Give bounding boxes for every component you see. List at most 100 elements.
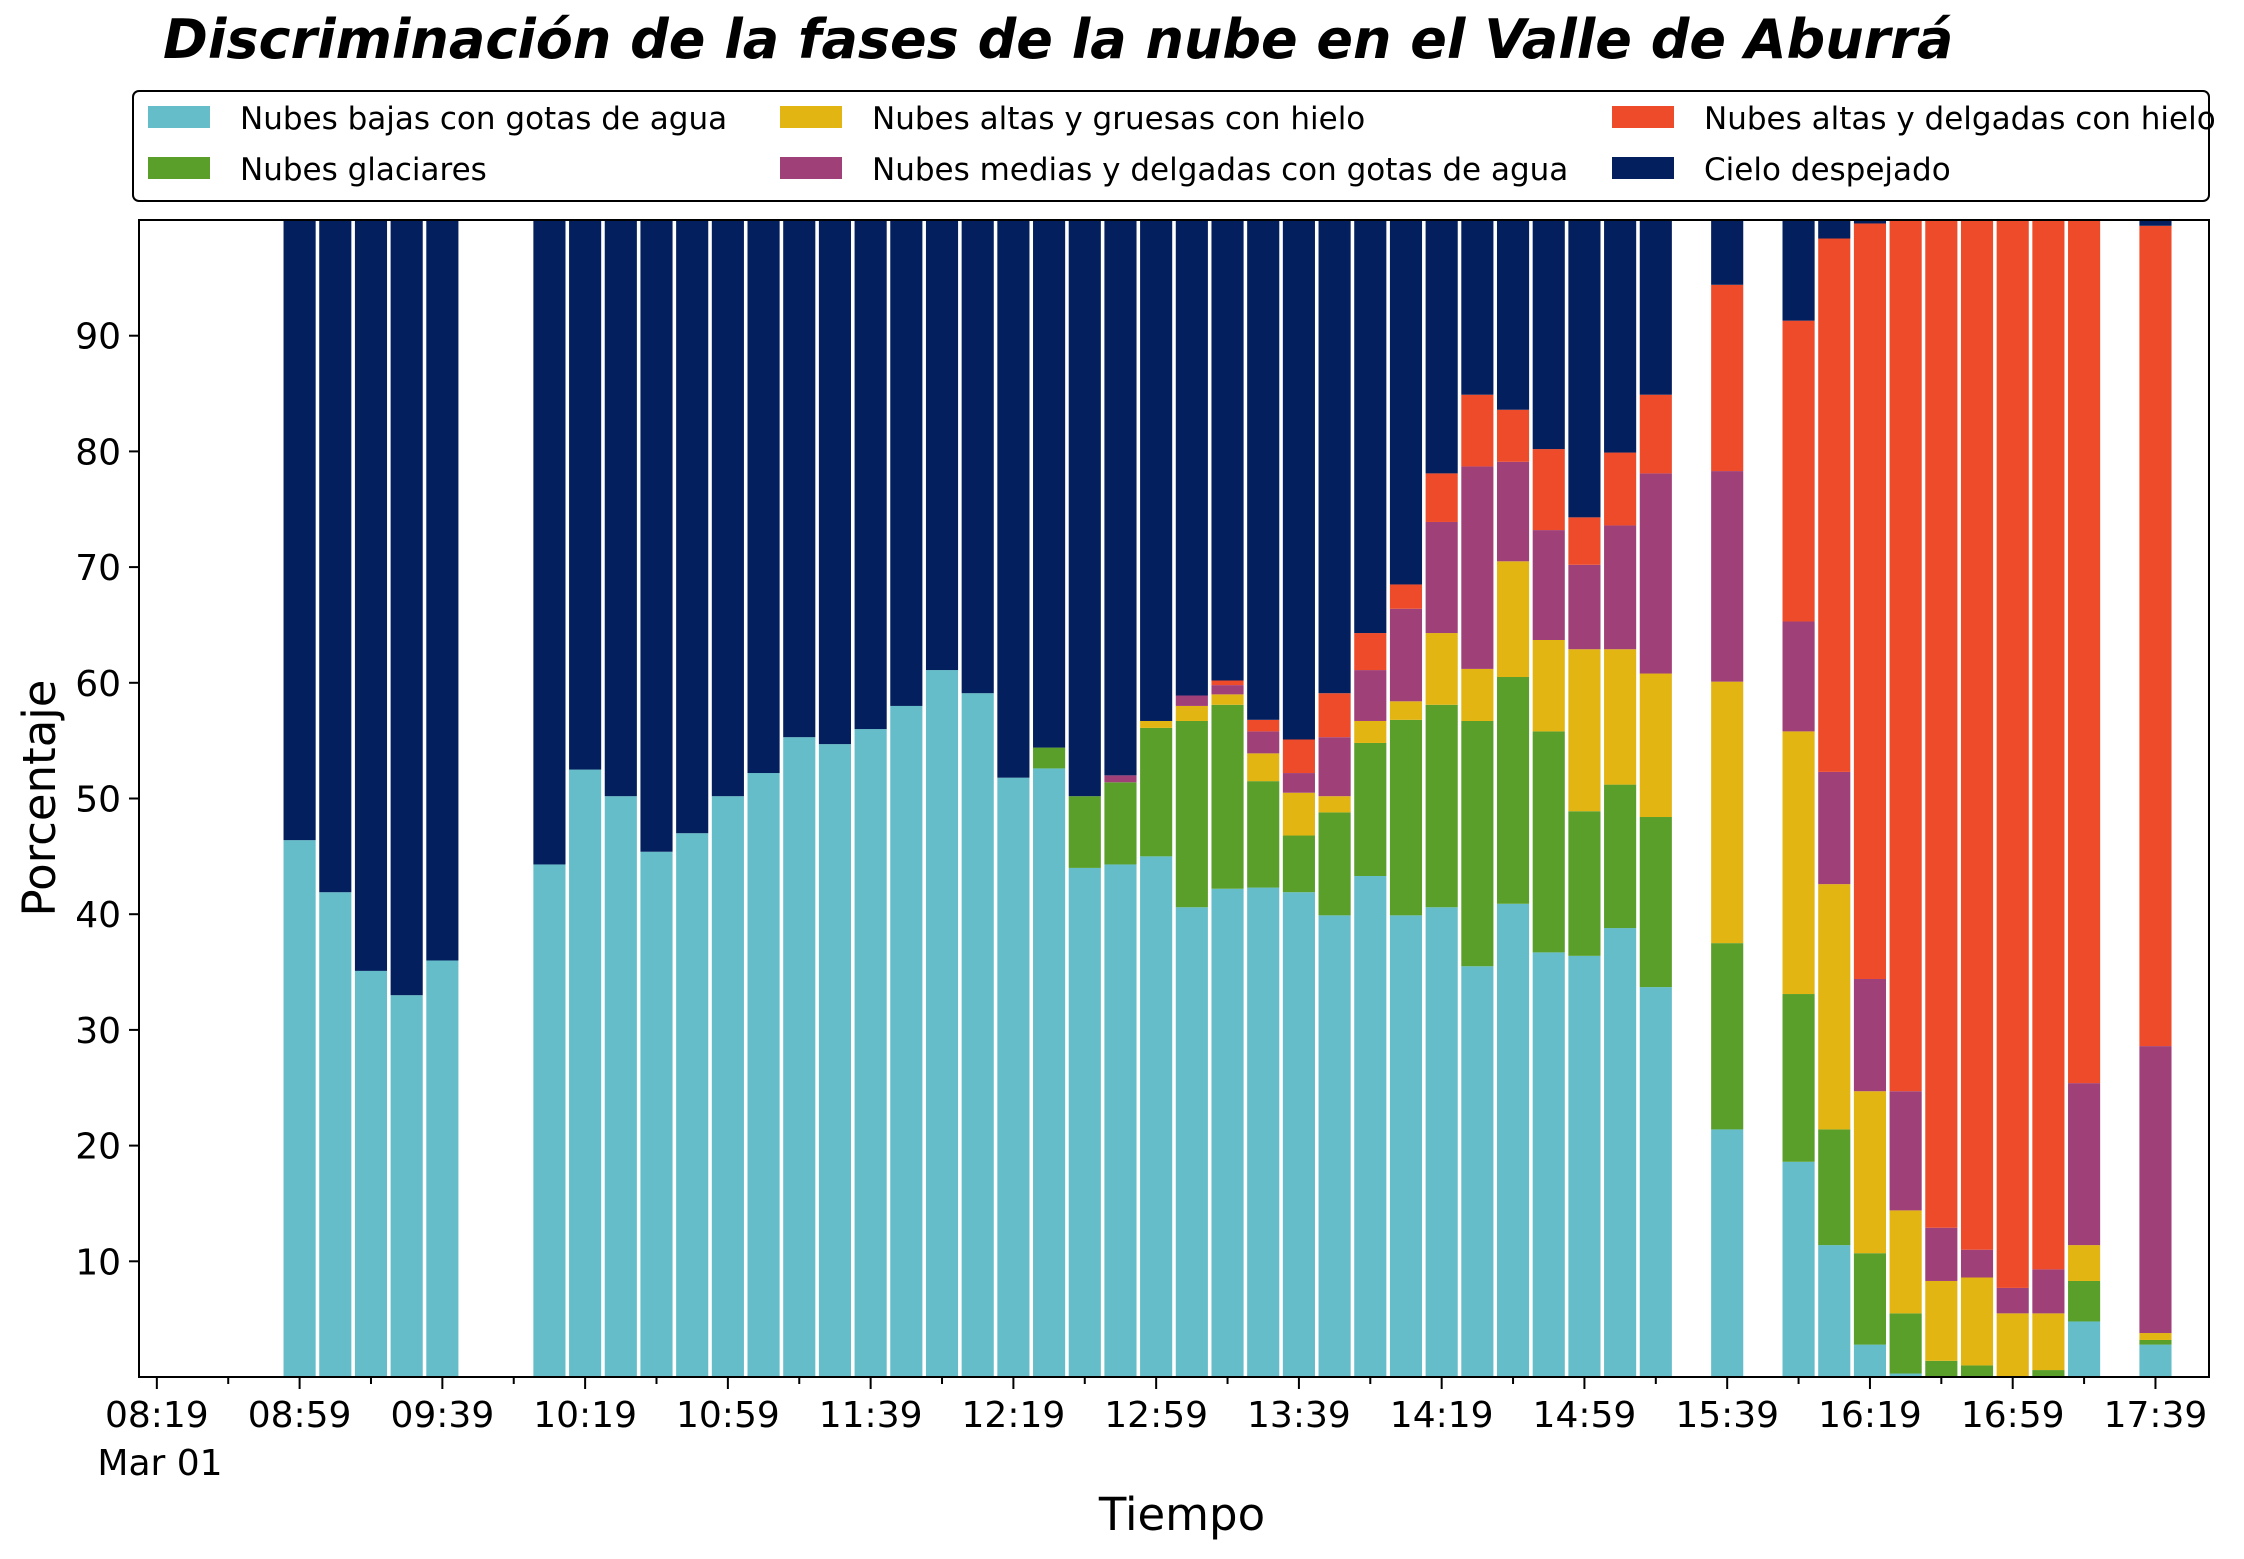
- bar-segment: [1818, 220, 1851, 239]
- bar-segment: [1318, 693, 1351, 738]
- bar-segment: [1818, 884, 1851, 1130]
- bar-segment: [1711, 471, 1744, 682]
- legend: Nubes bajas con gotas de agua Nubes glaci…: [132, 90, 2216, 202]
- bar-segment: [818, 744, 852, 1377]
- bar-segment: [890, 705, 923, 1377]
- bar-segment: [1068, 867, 1101, 1377]
- bar-segment: [1104, 775, 1137, 783]
- bar-segment: [533, 220, 566, 865]
- bar-segment: [1711, 943, 1744, 1130]
- bar-segment: [1175, 705, 1208, 721]
- y-tick-label: 50: [75, 780, 121, 821]
- y-axis-label: Porcentaje: [13, 680, 66, 917]
- bar-segment: [1389, 915, 1423, 1377]
- bar-segment: [1140, 856, 1173, 1377]
- bar-segment: [569, 220, 602, 770]
- bar-segment: [2139, 1333, 2172, 1340]
- x-tick-label: 14:59: [1533, 1395, 1637, 1436]
- bar-segment: [319, 220, 352, 893]
- bar-segment: [1711, 681, 1744, 944]
- bar-segment: [283, 220, 316, 841]
- bar-segment: [1425, 704, 1458, 908]
- bar-segment: [1639, 673, 1672, 818]
- y-tick-label: 10: [75, 1242, 121, 1283]
- bar-segment: [569, 769, 602, 1377]
- legend-label: Nubes medias y delgadas con gotas de agu…: [872, 152, 1568, 188]
- bar-segment: [997, 777, 1030, 1377]
- bar-segment: [1461, 220, 1494, 395]
- bar-segment: [1354, 220, 1387, 634]
- y-tick-label: 70: [75, 548, 121, 589]
- x-tick-label: 16:59: [1961, 1395, 2065, 1436]
- bar-segment: [747, 773, 780, 1377]
- bar-segment: [1282, 220, 1315, 740]
- x-tick-label: 10:19: [533, 1395, 637, 1436]
- bar-segment: [2068, 220, 2101, 1084]
- bar-segment: [1782, 220, 1815, 321]
- y-tick-label: 30: [75, 1011, 121, 1052]
- bar-segment: [1389, 584, 1423, 609]
- y-tick-label: 80: [75, 432, 121, 473]
- bar-segment: [676, 220, 709, 834]
- bar-segment: [1389, 719, 1423, 916]
- bar-segment: [2139, 1344, 2172, 1377]
- bar-segment: [1818, 238, 1851, 772]
- bar-segment: [1996, 1313, 2029, 1377]
- bar-segment: [1282, 892, 1315, 1377]
- bar-segment: [1033, 768, 1066, 1377]
- bar-segment: [1247, 731, 1280, 754]
- bar-segment: [2139, 1046, 2172, 1334]
- bar-segment: [1425, 907, 1458, 1377]
- bar-segment: [1247, 220, 1280, 720]
- legend-swatch: [780, 106, 842, 128]
- x-tick-label: 10:59: [676, 1395, 780, 1436]
- bar-segment: [1960, 1277, 1994, 1366]
- bar-segment: [1211, 685, 1244, 695]
- bar-segment: [1925, 220, 1958, 1228]
- bar-segment: [1639, 220, 1672, 395]
- bar-segment: [1104, 864, 1137, 1377]
- bar-segment: [1461, 720, 1494, 967]
- bar-segment: [2032, 1269, 2065, 1314]
- bar-segment: [1425, 521, 1458, 634]
- bar-segment: [1496, 561, 1530, 678]
- bar-segment: [711, 220, 744, 797]
- bar-segment: [1853, 223, 1887, 979]
- bar-segment: [1389, 220, 1423, 585]
- bar-segment: [1604, 928, 1637, 1377]
- bar-segment: [1354, 633, 1387, 671]
- bar-segment: [1853, 1091, 1887, 1254]
- bar-segment: [1175, 720, 1208, 908]
- bar-segment: [2068, 1280, 2101, 1322]
- bar-segment: [1639, 817, 1672, 988]
- bar-segment: [1354, 670, 1387, 721]
- bar-segment: [1568, 649, 1601, 812]
- bar-segment: [1247, 719, 1280, 732]
- x-tick-label: 12:59: [1104, 1395, 1208, 1436]
- legend-label: Nubes altas y delgadas con hielo: [1704, 101, 2216, 137]
- bar-segment: [1104, 220, 1137, 776]
- bar-segment: [1211, 704, 1244, 889]
- bar-segment: [1568, 517, 1601, 565]
- bar-segment: [1175, 220, 1208, 696]
- x-tick-label: 08:59: [248, 1395, 352, 1436]
- bar-segment: [1639, 394, 1672, 474]
- bar-segment: [1068, 220, 1101, 797]
- bar-segment: [1604, 220, 1637, 453]
- bar-segment: [925, 670, 959, 1377]
- bar-segment: [1960, 220, 1994, 1250]
- bar-segment: [533, 864, 566, 1377]
- bar-segment: [1782, 320, 1815, 622]
- bar-segment: [1889, 1313, 1922, 1374]
- bar-segment: [1140, 220, 1173, 721]
- bar-segment: [925, 220, 959, 671]
- bar-segment: [676, 833, 709, 1377]
- bar-segment: [1461, 466, 1494, 669]
- bar-segment: [1925, 1227, 1958, 1281]
- bar-segment: [1639, 987, 1672, 1377]
- bar-segment: [2032, 220, 2065, 1270]
- bar-segment: [1532, 639, 1565, 732]
- x-tick-label: 16:19: [1818, 1395, 1922, 1436]
- bar-segment: [1532, 449, 1565, 531]
